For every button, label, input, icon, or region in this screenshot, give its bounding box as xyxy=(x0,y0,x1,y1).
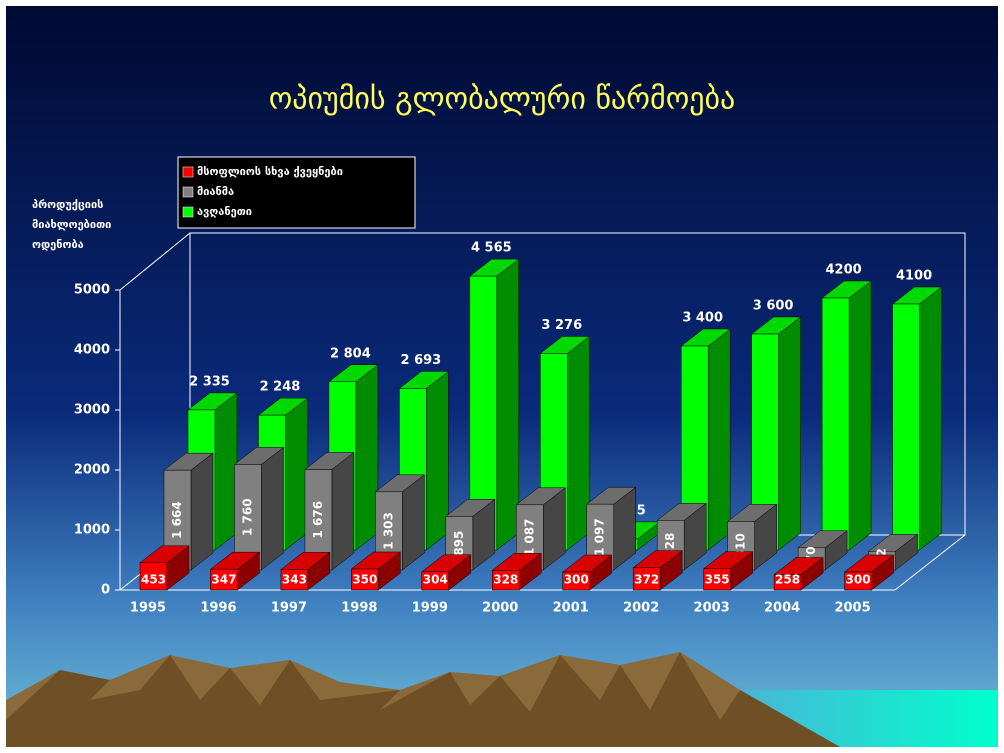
x-tick-label: 2001 xyxy=(553,601,589,616)
value-label: 3 276 xyxy=(541,318,582,333)
bar xyxy=(822,298,849,550)
value-label: 3 400 xyxy=(682,311,723,326)
value-label: 300 xyxy=(846,573,871,587)
bar-side xyxy=(779,317,801,550)
bar-side xyxy=(285,398,307,550)
value-label: 350 xyxy=(352,573,377,587)
value-label: 453 xyxy=(141,573,166,587)
value-label: 3 600 xyxy=(753,299,794,314)
value-label: 2 248 xyxy=(260,380,301,395)
value-label: 1 303 xyxy=(381,512,395,550)
bar-side xyxy=(332,452,354,570)
value-label: 1 676 xyxy=(311,501,325,539)
y-tick-label: 5000 xyxy=(74,283,110,298)
bar-side xyxy=(920,287,942,550)
value-label: 4200 xyxy=(825,263,861,278)
bar-side xyxy=(191,453,213,570)
y-tick-label: 4000 xyxy=(74,343,110,358)
x-tick-label: 1998 xyxy=(341,601,377,616)
x-tick-label: 2002 xyxy=(623,601,659,616)
value-label: 347 xyxy=(211,573,236,587)
legend-swatch xyxy=(183,187,193,197)
value-label: 355 xyxy=(705,573,730,587)
bar-side xyxy=(261,447,283,570)
y-axis-label: პროდუქციის xyxy=(32,198,103,211)
value-label: 1 097 xyxy=(593,518,607,556)
bar-side xyxy=(567,336,589,550)
legend-swatch xyxy=(183,167,193,177)
value-label: 2 335 xyxy=(189,374,230,389)
chart-title: ოპიუმის გლობალური წარმოება xyxy=(269,82,736,117)
bar-side xyxy=(356,365,378,550)
value-label: 2 804 xyxy=(330,346,371,361)
x-tick-label: 2004 xyxy=(764,601,800,616)
value-label: 328 xyxy=(493,573,518,587)
x-tick-label: 2005 xyxy=(834,601,870,616)
value-label: 2 693 xyxy=(401,353,442,368)
x-tick-label: 1997 xyxy=(271,601,307,616)
value-label: 372 xyxy=(634,573,659,587)
bar xyxy=(893,304,920,550)
value-label: 343 xyxy=(282,573,307,587)
x-tick-label: 1996 xyxy=(200,601,236,616)
bar-side xyxy=(426,371,448,550)
value-label: 1 664 xyxy=(170,501,184,539)
value-label: 1 087 xyxy=(522,519,536,557)
x-tick-label: 1995 xyxy=(130,601,166,616)
bar-side xyxy=(497,259,519,550)
value-label: 258 xyxy=(775,573,800,587)
y-axis-label: მიახლოებითი xyxy=(32,218,111,231)
x-tick-label: 2003 xyxy=(694,601,730,616)
y-tick-label: 2000 xyxy=(74,463,110,478)
value-label: 4 565 xyxy=(471,241,512,256)
bar-side xyxy=(849,281,871,550)
x-tick-label: 1999 xyxy=(412,601,448,616)
bar-side xyxy=(708,329,730,550)
value-label: 895 xyxy=(452,531,466,556)
legend-label: ავღანეთი xyxy=(197,205,252,218)
y-tick-label: 1000 xyxy=(74,523,110,538)
y-tick-label: 3000 xyxy=(74,403,110,418)
bar-side xyxy=(215,393,237,550)
legend-label: მიანმა xyxy=(197,185,234,198)
value-label: 1 760 xyxy=(240,498,254,536)
legend-label: მსოფლიოს სხვა ქვეყნები xyxy=(197,165,343,178)
slide: ოპიუმის გლობალური წარმოება პროდუქციის მი… xyxy=(0,0,1004,753)
value-label: 4100 xyxy=(896,269,932,284)
legend-swatch xyxy=(183,207,193,217)
value-label: 300 xyxy=(564,573,589,587)
value-label: 304 xyxy=(423,573,448,587)
y-tick-label: 0 xyxy=(101,583,110,598)
x-tick-label: 2000 xyxy=(482,601,518,616)
y-axis-label: ოდენობა xyxy=(32,238,84,251)
